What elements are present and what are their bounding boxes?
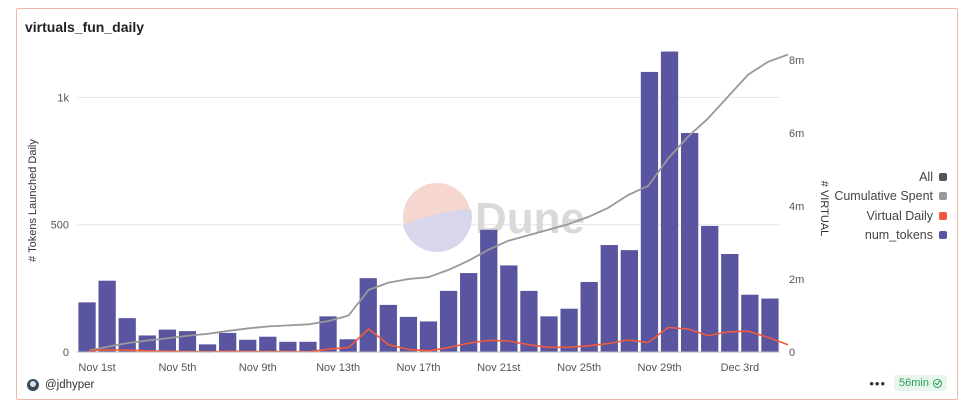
chart-legend: All Cumulative Spent Virtual Daily num_toke… — [834, 167, 947, 245]
legend-item-num_tokens[interactable]: num_tokens — [834, 226, 947, 246]
bar-num_tokens — [500, 265, 518, 352]
footer-user[interactable]: @jdhyper — [27, 379, 94, 391]
bar-num_tokens — [439, 290, 458, 352]
bar-num_tokens — [158, 329, 177, 352]
avatar — [27, 379, 39, 391]
bar-num_tokens — [741, 294, 759, 352]
legend-label: num_tokens — [864, 228, 933, 243]
check-circle-icon — [933, 378, 942, 388]
refresh-badge[interactable]: 56min — [894, 375, 947, 391]
bar-num_tokens — [299, 341, 317, 352]
bar-num_tokens — [520, 290, 538, 352]
chart-card: virtuals_fun_daily Dune 0 500 1k 0 2m 4m 6m 8m N… — [16, 8, 958, 400]
bar-num_tokens — [219, 332, 237, 352]
bar-num_tokens — [660, 51, 679, 353]
bar-num_tokens — [419, 321, 438, 352]
y-tick-label: 1k — [57, 92, 69, 104]
bar-num_tokens — [339, 339, 357, 352]
footer-right: ••• 56min — [869, 375, 947, 391]
bar-num_tokens — [198, 344, 217, 352]
username: @jdhyper — [45, 379, 95, 391]
y-tick-label: 500 — [51, 220, 69, 232]
y-axis-label: # Tokens Launched Daily — [27, 139, 39, 262]
refresh-time: 56min — [899, 377, 929, 389]
bar-num_tokens — [721, 253, 739, 352]
legend-swatch — [939, 231, 947, 240]
bar-num_tokens — [239, 339, 257, 352]
legend-item-all[interactable]: All — [834, 167, 947, 187]
legend-swatch — [939, 192, 947, 201]
bar-num_tokens — [761, 298, 779, 352]
bar-num_tokens — [640, 71, 659, 353]
x-tick-label: Nov 17th — [396, 362, 440, 374]
bar-num_tokens — [138, 335, 156, 352]
x-tick-label: Nov 25th — [557, 362, 601, 374]
legend-label: Virtual Daily — [866, 208, 933, 223]
bar-num_tokens — [701, 225, 719, 352]
bar-num_tokens — [259, 336, 277, 352]
y2-tick-label: 2m — [789, 274, 804, 286]
legend-swatch — [939, 211, 947, 220]
y2-tick-label: 6m — [789, 128, 804, 140]
legend-swatch — [939, 172, 947, 181]
bar-num_tokens — [580, 281, 598, 352]
legend-label: All — [919, 169, 933, 184]
bar-num_tokens — [620, 250, 638, 352]
bar-num_tokens — [399, 316, 418, 352]
bar-num_tokens — [279, 341, 297, 352]
bar-num_tokens — [680, 133, 699, 352]
x-tick-label: Nov 1st — [78, 362, 115, 374]
line-cumulative-spent — [88, 53, 789, 352]
watermark-logo-icon — [403, 209, 472, 252]
x-tick-label: Nov 13th — [316, 362, 360, 374]
y-tick-label: 0 — [63, 347, 69, 359]
y2-tick-label: 4m — [789, 201, 804, 213]
bar-num_tokens — [178, 331, 197, 352]
more-options-icon[interactable]: ••• — [869, 375, 887, 391]
bar-num_tokens — [460, 273, 478, 352]
x-tick-label: Dec 3rd — [721, 362, 760, 374]
x-tick-label: Nov 5th — [158, 362, 196, 374]
x-tick-label: Nov 9th — [239, 362, 277, 374]
bar-num_tokens — [600, 245, 618, 352]
bar-num_tokens — [480, 229, 498, 352]
chart-title: virtuals_fun_daily — [25, 19, 145, 35]
y2-axis-label: # VIRTUAL — [818, 181, 830, 236]
y2-tick-label: 0 — [789, 347, 795, 359]
bar-num_tokens — [118, 318, 136, 352]
bar-num_tokens — [98, 280, 116, 352]
legend-item-virtual-daily[interactable]: Virtual Daily — [834, 206, 947, 226]
y2-tick-label: 8m — [789, 55, 804, 67]
x-tick-label: Nov 29th — [637, 362, 681, 374]
legend-item-cumulative-spent[interactable]: Cumulative Spent — [834, 187, 947, 207]
bar-num_tokens — [78, 302, 96, 352]
legend-label: Cumulative Spent — [834, 189, 933, 204]
bar-num_tokens — [319, 316, 337, 352]
x-tick-label: Nov 21st — [477, 362, 520, 374]
bar-num_tokens — [560, 308, 578, 352]
bar-num_tokens — [540, 316, 558, 352]
